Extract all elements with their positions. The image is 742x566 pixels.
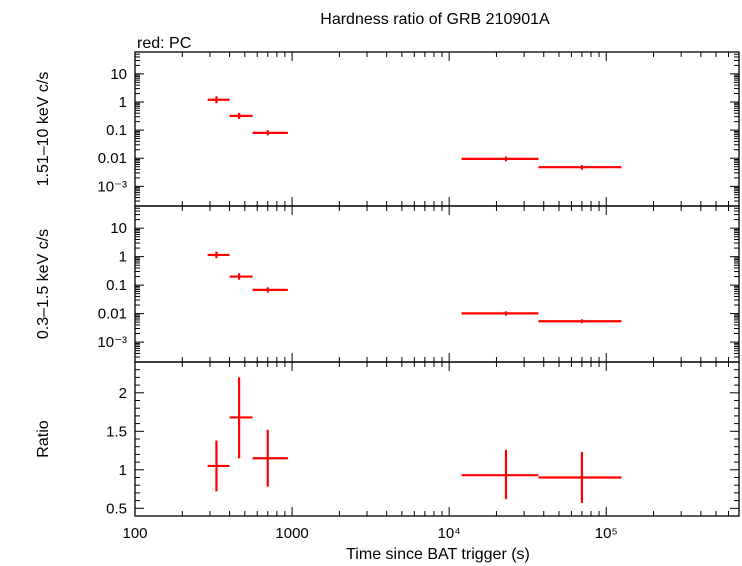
- y-tick-label: 0.01: [98, 150, 127, 167]
- x-axis-label: Time since BAT trigger (s): [346, 546, 530, 563]
- y-axis-label-ratio: Ratio: [35, 420, 52, 457]
- panel-frame-hard: [134, 51, 740, 207]
- y-tick-label: 1: [119, 94, 127, 111]
- y-axis-label-hard: 1.51–10 keV c/s: [35, 72, 52, 187]
- y-tick-label: 0.01: [98, 306, 127, 323]
- y-tick-label: 1: [119, 249, 127, 266]
- x-tick-label: 100: [122, 525, 147, 542]
- x-tick-label: 1000: [275, 525, 308, 542]
- legend-label: red: PC: [137, 35, 191, 52]
- chart-title: Hardness ratio of GRB 210901A: [320, 11, 550, 28]
- panel-frame-ratio: [134, 361, 740, 517]
- y-tick-label: 1.5: [106, 423, 127, 440]
- y-tick-label: 0.1: [106, 122, 127, 139]
- y-tick-label: 10⁻³: [97, 334, 127, 351]
- y-tick-label: 10: [110, 220, 127, 237]
- y-tick-label: 10: [110, 66, 127, 83]
- y-tick-label: 0.5: [106, 500, 127, 517]
- y-tick-label: 2: [119, 385, 127, 402]
- y-tick-label: 10⁻³: [97, 178, 127, 195]
- panel-frame-soft: [134, 205, 740, 363]
- x-tick-label: 10⁵: [595, 525, 618, 542]
- y-axis-label-soft: 0.3–1.5 keV c/s: [35, 229, 52, 339]
- x-tick-label: 10⁴: [438, 525, 461, 542]
- y-tick-label: 0.1: [106, 277, 127, 294]
- y-tick-label: 1: [119, 462, 127, 479]
